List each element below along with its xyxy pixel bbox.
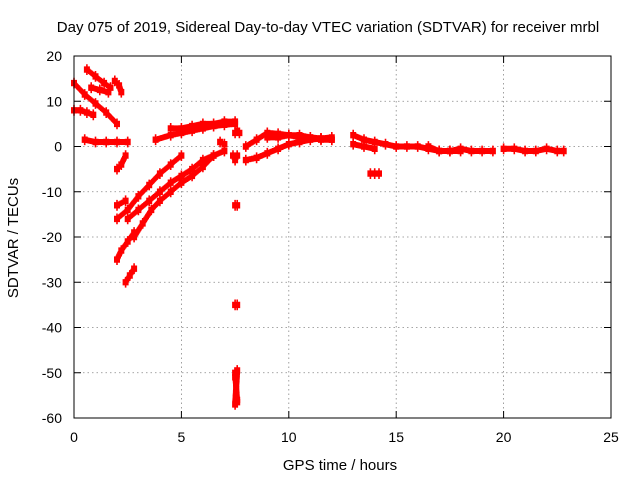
y-tick-label: 0 xyxy=(54,139,62,155)
series-arc-q xyxy=(230,150,241,166)
x-tick-label: 5 xyxy=(178,429,186,445)
series-marks xyxy=(88,82,112,98)
series-arc-g xyxy=(114,150,129,175)
x-tick-label: 25 xyxy=(603,429,619,445)
data-points xyxy=(71,64,567,410)
series-arc-o xyxy=(167,116,239,134)
grid xyxy=(74,56,611,418)
series-arc-aa xyxy=(500,143,567,157)
series-marks xyxy=(122,263,138,288)
series-arc-s xyxy=(232,365,241,410)
series-marks xyxy=(114,150,185,225)
series-arc-m xyxy=(114,195,129,211)
series-marks xyxy=(71,104,97,121)
series-arc-z xyxy=(425,141,496,157)
y-tick-label: -40 xyxy=(42,320,62,336)
x-axis-title: GPS time / hours xyxy=(283,457,397,474)
series-marks xyxy=(500,143,567,157)
series-marks xyxy=(167,116,239,134)
series-marks xyxy=(230,150,241,166)
series-arc-d xyxy=(88,82,112,98)
x-tick-label: 15 xyxy=(388,429,404,445)
axis-ticks: 0 5 10 15 20 25 20 10 0 -10 -20 -30 -40 -50 -60 xyxy=(42,48,619,445)
series-marks xyxy=(367,168,382,179)
series-arc-j xyxy=(114,150,185,225)
plot-frame xyxy=(73,55,612,419)
series-arc-f xyxy=(81,134,131,148)
series-arc-c xyxy=(83,64,114,94)
x-tick-label: 20 xyxy=(496,429,512,445)
y-tick-label: -20 xyxy=(42,229,62,245)
series-marks xyxy=(264,129,335,146)
series-arc-b xyxy=(71,104,97,121)
series-marks xyxy=(131,145,228,243)
y-tick-label: 20 xyxy=(46,48,62,64)
series-marks xyxy=(81,134,131,148)
series-arc-p xyxy=(217,136,228,150)
y-tick-label: 10 xyxy=(46,93,62,109)
series-marks xyxy=(232,365,241,410)
series-arc-x xyxy=(350,138,378,155)
series-marks xyxy=(114,150,129,175)
series-marks xyxy=(114,195,129,211)
series-arc-e xyxy=(111,75,125,98)
series-marks xyxy=(217,136,228,150)
x-tick-label: 10 xyxy=(281,429,297,445)
series-marks xyxy=(425,141,496,157)
y-axis-title: SDTVAR / TECUs xyxy=(5,178,22,298)
y-tick-label: -30 xyxy=(42,274,62,290)
y-tick-label: -60 xyxy=(42,410,62,426)
series-marks xyxy=(350,138,378,155)
series-arc-l xyxy=(131,145,228,243)
x-tick-label: 0 xyxy=(70,429,78,445)
y-tick-label: -50 xyxy=(42,365,62,381)
series-marks xyxy=(83,64,114,94)
series-arc-y xyxy=(367,168,382,179)
chart-title: Day 075 of 2019, Sidereal Day-to-day VTE… xyxy=(57,19,599,36)
series-arc-i xyxy=(122,263,138,288)
series-marks xyxy=(111,75,125,98)
y-tick-label: -10 xyxy=(42,184,62,200)
series-arc-v xyxy=(264,129,335,146)
